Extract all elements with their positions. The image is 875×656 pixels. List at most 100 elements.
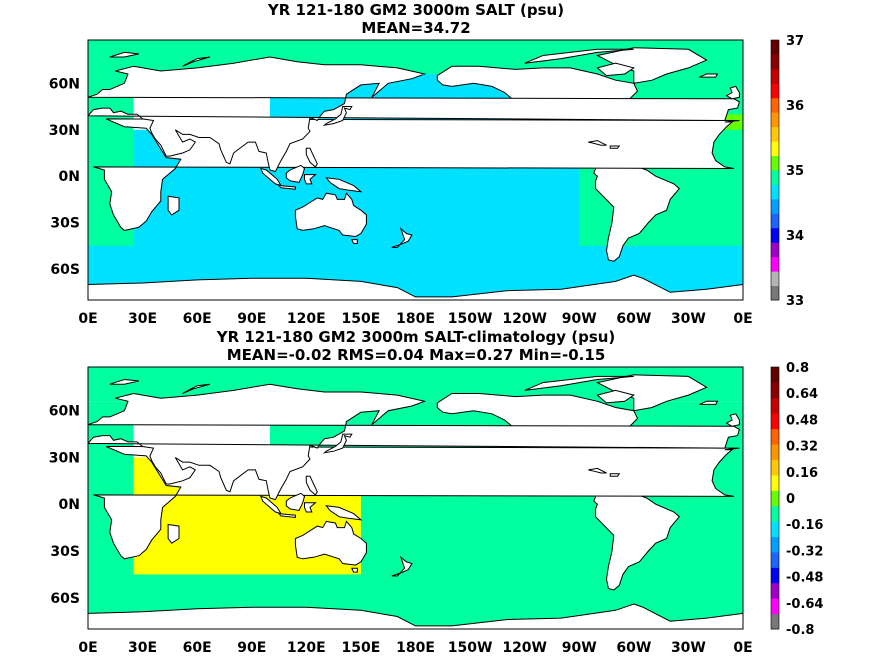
landmass (167, 195, 180, 216)
colorbar-swatch (771, 444, 779, 460)
colorbar-swatch (771, 582, 779, 599)
colorbar-swatch (771, 54, 779, 70)
colorbar-swatch (771, 256, 779, 272)
x-tick-label: 150W (448, 311, 493, 327)
landmass (285, 164, 306, 183)
landmass (304, 502, 317, 513)
map-plot (87, 366, 744, 630)
x-tick-label: 0E (78, 311, 97, 327)
colorbar-tick-label: 0.32 (786, 440, 818, 455)
colorbar-swatch (771, 397, 779, 414)
landmass (596, 389, 635, 404)
colorbar-swatch (771, 68, 779, 84)
landmass (596, 62, 636, 77)
y-tick-label: 60N (49, 76, 80, 92)
landmass (294, 520, 367, 566)
colorbar-swatch (771, 141, 779, 157)
colorbar-swatch (771, 505, 779, 522)
colorbar-swatch (771, 112, 779, 128)
panel-salt: YR 121-180 GM2 3000m SALT (psu) MEAN=34.… (49, 1, 804, 327)
colorbar: 33 34 35 36 37 (770, 34, 804, 309)
colorbar-swatch (771, 83, 779, 99)
colorbar-tick-label: 0 (786, 492, 795, 507)
landmass (325, 505, 363, 521)
panel-subtitle: MEAN=-0.02 RMS=0.04 Max=0.27 Min=-0.15 (227, 346, 606, 364)
colorbar-swatch (771, 413, 779, 430)
landmass (285, 492, 306, 512)
colorbar-tick-label: -0.16 (786, 518, 823, 533)
landmass (259, 495, 282, 515)
colorbar-tick-label: 0.48 (786, 413, 818, 428)
landmass (725, 413, 740, 427)
x-tick-label: 120E (287, 640, 326, 656)
y-tick-label: 30N (49, 123, 80, 139)
colorbar: -0.8 -0.64 -0.48 -0.32 -0.16 0 0.16 0.32 0.48 0.6… (770, 361, 823, 638)
colorbar-swatch (771, 567, 779, 584)
y-tick-label: 60S (50, 262, 80, 278)
y-tick-label: 0N (59, 497, 80, 513)
x-tick-label: 150E (342, 640, 381, 656)
x-tick-label: 90W (562, 311, 597, 327)
x-tick-label: 30E (128, 640, 157, 656)
x-tick-label: 90E (237, 640, 266, 656)
x-tick-label: 0E (78, 640, 97, 656)
landmass (725, 85, 740, 100)
landmass (322, 106, 353, 126)
colorbar-tick-label: 0.8 (786, 361, 809, 376)
x-tick-label: 150W (448, 640, 493, 656)
plot-frame (87, 366, 744, 630)
y-tick-label: 60N (49, 404, 80, 420)
landmass (182, 56, 211, 67)
colorbar-swatch (771, 613, 779, 630)
x-tick-label: 60W (616, 640, 651, 656)
colorbar-tick-label: 35 (786, 164, 804, 179)
landmass (182, 383, 211, 394)
landmass (277, 512, 296, 519)
colorbar-swatch (771, 170, 779, 185)
colorbar-swatch (771, 198, 779, 214)
landmass (93, 446, 740, 560)
x-tick-label: 120W (502, 311, 547, 327)
y-tick-label: 30S (50, 216, 80, 232)
landmass (305, 475, 318, 496)
x-tick-label: 60E (183, 311, 212, 327)
colorbar-tick-label: 37 (786, 34, 804, 49)
y-tick-label: 60S (50, 591, 80, 607)
landmass (88, 383, 740, 501)
colorbar-swatch (771, 126, 779, 142)
colorbar-swatch (771, 242, 779, 258)
landmass (88, 274, 743, 300)
colorbar-tick-label: 0.64 (786, 387, 818, 402)
axes: 0E 30E 60E 90E 120E 150E 180E 150W 120W 90W 60W 30W… (49, 76, 753, 327)
x-tick-label: 30W (671, 311, 706, 327)
colorbar-tick-label: -0.8 (786, 623, 814, 638)
landmass (699, 73, 719, 78)
x-tick-label: 30W (671, 640, 706, 656)
landmass (167, 523, 180, 544)
landmass (609, 473, 621, 477)
y-tick-label: 30N (49, 450, 80, 466)
colorbar-swatch (771, 97, 779, 113)
landmass (391, 227, 413, 248)
landmass (109, 378, 140, 385)
x-tick-label: 60W (616, 311, 651, 327)
plot-frame (87, 39, 744, 301)
colorbar-tick-label: -0.64 (786, 597, 823, 612)
landmass (322, 433, 353, 454)
colorbar-swatch (771, 598, 779, 615)
landmass (88, 603, 743, 629)
colorbar-swatch (771, 40, 779, 55)
landmass (351, 239, 358, 244)
panel-salt-anomaly: YR 121-180 GM2 3000m SALT-climatology (p… (49, 328, 824, 656)
y-tick-label: 30S (50, 544, 80, 560)
landmass (588, 467, 607, 474)
colorbar-swatch (771, 227, 779, 243)
panel-title: YR 121-180 GM2 3000m SALT (psu) (267, 1, 564, 19)
landmass (524, 48, 634, 64)
x-tick-label: 180E (396, 311, 435, 327)
axes: 0E 30E 60E 90E 120E 150E 180E 150W 120W 90W 60W 30W… (49, 404, 753, 656)
landmass (88, 56, 740, 173)
x-tick-label: 120W (502, 640, 547, 656)
y-tick-label: 0N (59, 169, 80, 185)
